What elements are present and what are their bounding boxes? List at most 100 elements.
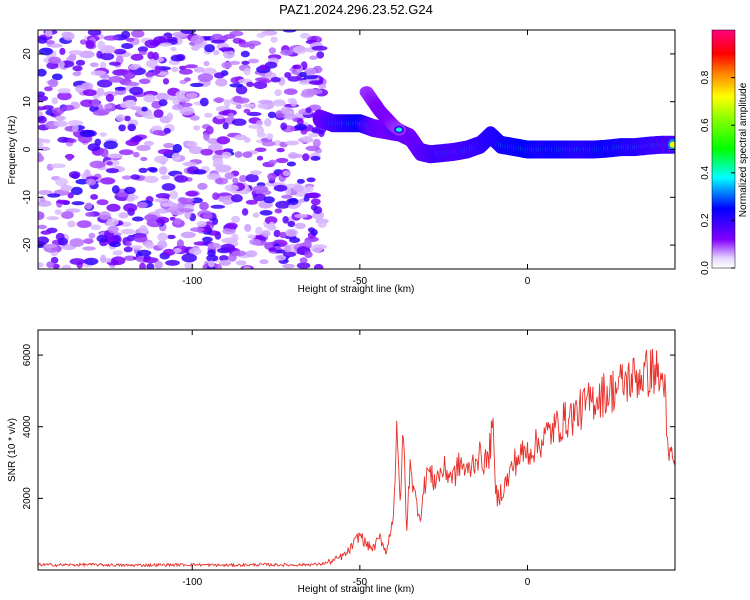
- noise-blob: [48, 43, 63, 48]
- noise-blob: [100, 148, 109, 158]
- noise-blob: [201, 81, 211, 86]
- noise-blob: [197, 182, 208, 190]
- noise-blob: [205, 125, 214, 135]
- noise-blob: [245, 173, 259, 183]
- noise-blob: [197, 73, 214, 82]
- noise-blob: [38, 189, 53, 196]
- noise-blob: [210, 204, 226, 209]
- noise-blob: [57, 91, 72, 101]
- noise-blob: [177, 197, 187, 203]
- noise-blob: [157, 71, 169, 76]
- noise-blob: [125, 240, 132, 247]
- noise-blob: [296, 178, 305, 184]
- noise-blob: [280, 49, 294, 56]
- noise-blob: [184, 262, 194, 269]
- noise-blob: [292, 46, 308, 54]
- noise-blob: [60, 184, 73, 192]
- noise-blob: [234, 151, 243, 158]
- noise-blob: [283, 113, 297, 120]
- noise-blob: [106, 203, 121, 212]
- noise-blob: [130, 106, 143, 111]
- noise-blob: [303, 239, 312, 248]
- noise-blob: [256, 119, 263, 126]
- noise-blob: [115, 114, 126, 122]
- noise-blob: [268, 47, 276, 54]
- noise-blob: [154, 155, 169, 164]
- noise-blob: [143, 114, 158, 119]
- noise-blob: [125, 139, 140, 146]
- noise-blob: [163, 127, 171, 134]
- noise-blob: [227, 112, 235, 118]
- noise-blob: [274, 208, 283, 214]
- noise-blob: [145, 59, 158, 68]
- y-tick-label: 4000: [22, 415, 33, 438]
- spectrogram-xlabel: Height of straight line (km): [298, 284, 415, 295]
- noise-blob: [46, 216, 59, 221]
- noise-blob: [224, 172, 235, 180]
- noise-blob: [252, 193, 266, 202]
- noise-blob: [242, 103, 257, 108]
- noise-blob: [267, 111, 277, 119]
- noise-blob: [306, 88, 323, 95]
- noise-blob: [287, 97, 296, 104]
- noise-blob: [96, 234, 109, 243]
- noise-blob: [160, 175, 171, 180]
- noise-blob: [231, 215, 241, 223]
- noise-blob: [38, 68, 47, 77]
- noise-blob: [55, 177, 68, 187]
- noise-blob: [180, 231, 196, 239]
- noise-blob: [83, 238, 94, 245]
- y-tick-label: -10: [22, 190, 33, 205]
- noise-blob: [85, 211, 95, 217]
- noise-blob: [288, 153, 304, 158]
- noise-blob: [92, 110, 109, 116]
- noise-blob: [190, 82, 204, 88]
- noise-blob: [306, 192, 321, 199]
- noise-blob: [156, 208, 166, 214]
- noise-blob: [69, 238, 85, 247]
- x-tick-label: -50: [353, 577, 368, 588]
- noise-blob: [71, 201, 85, 206]
- noise-blob: [107, 225, 119, 234]
- noise-blob: [213, 97, 225, 103]
- noise-blob: [159, 42, 172, 47]
- noise-blob: [223, 49, 235, 59]
- noise-blob: [61, 211, 74, 220]
- noise-blob: [136, 249, 152, 256]
- noise-blob: [213, 50, 220, 56]
- noise-blob: [256, 32, 266, 38]
- noise-blob: [283, 244, 291, 253]
- y-tick-label: 20: [22, 48, 33, 60]
- noise-blob: [235, 260, 247, 266]
- noise-blob: [89, 62, 99, 68]
- noise-blob: [67, 138, 77, 144]
- noise-blob: [133, 234, 148, 243]
- noise-blob: [257, 99, 274, 105]
- noise-blob: [67, 120, 84, 126]
- noise-blob: [162, 78, 170, 85]
- noise-blob: [250, 170, 262, 176]
- noise-blob: [207, 242, 221, 249]
- noise-blob: [228, 253, 237, 262]
- noise-blob: [243, 265, 251, 269]
- noise-blob: [38, 115, 47, 124]
- noise-blob: [47, 193, 61, 198]
- noise-blob: [214, 177, 229, 185]
- noise-blob: [310, 244, 324, 253]
- noise-blob: [169, 190, 179, 200]
- noise-blob: [200, 148, 214, 156]
- noise-blob: [131, 30, 145, 38]
- noise-blob: [68, 50, 84, 55]
- noise-blob: [87, 30, 102, 36]
- noise-blob: [170, 54, 184, 62]
- noise-blob: [153, 109, 164, 118]
- noise-blob: [207, 143, 223, 153]
- noise-blob: [108, 61, 121, 66]
- noise-blob: [40, 230, 52, 235]
- noise-blob: [169, 216, 176, 221]
- noise-blob: [161, 183, 176, 191]
- noise-blob: [318, 84, 327, 89]
- noise-blob: [118, 212, 129, 219]
- noise-blob: [232, 250, 247, 257]
- noise-blob: [308, 104, 322, 112]
